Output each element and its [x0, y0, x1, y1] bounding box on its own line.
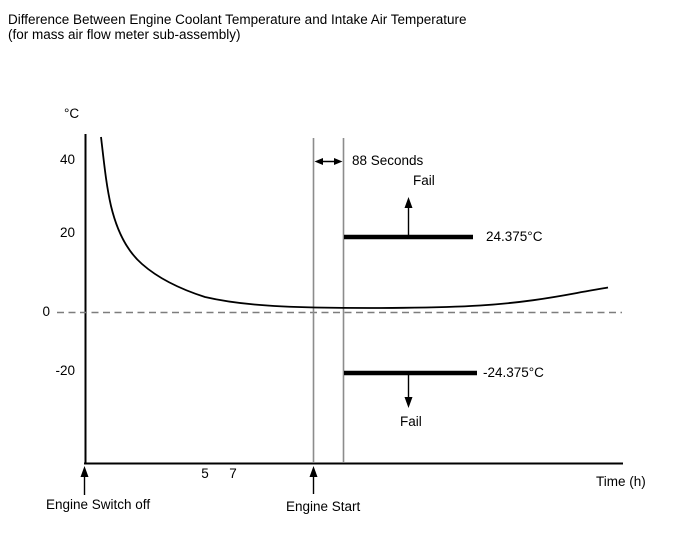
chart-title-line2: (for mass air flow meter sub-assembly) — [8, 26, 241, 42]
chart-title-line1: Difference Between Engine Coolant Temper… — [8, 12, 467, 27]
y-tick-40: 40 — [59, 152, 75, 167]
engine-switch-off-label: Engine Switch off — [46, 497, 151, 512]
fail-up-arrow-head — [404, 197, 413, 208]
x-axis-label: Time (h) — [596, 474, 646, 489]
engine-start-label: Engine Start — [286, 499, 361, 514]
fail-down-arrow-head — [404, 397, 413, 408]
engine-start-arrow-head — [309, 466, 318, 477]
duration-arrow-right-head — [334, 158, 343, 165]
temperature-difference-curve — [100, 136, 609, 309]
fail-lower-label: Fail — [400, 414, 422, 429]
y-tick-neg20: -20 — [55, 363, 75, 378]
fail-upper-label: Fail — [413, 173, 435, 188]
chart-title: Difference Between Engine Coolant Temper… — [8, 12, 467, 42]
upper-threshold-label: 24.375°C — [486, 229, 543, 244]
x-tick-5: 5 — [201, 466, 209, 481]
lower-threshold-label: -24.375°C — [483, 365, 544, 380]
y-tick-0: 0 — [42, 304, 50, 319]
y-axis-unit-label: °C — [64, 106, 80, 121]
duration-label: 88 Seconds — [352, 153, 424, 168]
duration-arrow-left-head — [314, 158, 323, 165]
engine-switch-off-arrow-head — [80, 466, 89, 477]
x-tick-7: 7 — [229, 466, 237, 481]
y-tick-20: 20 — [59, 225, 75, 240]
